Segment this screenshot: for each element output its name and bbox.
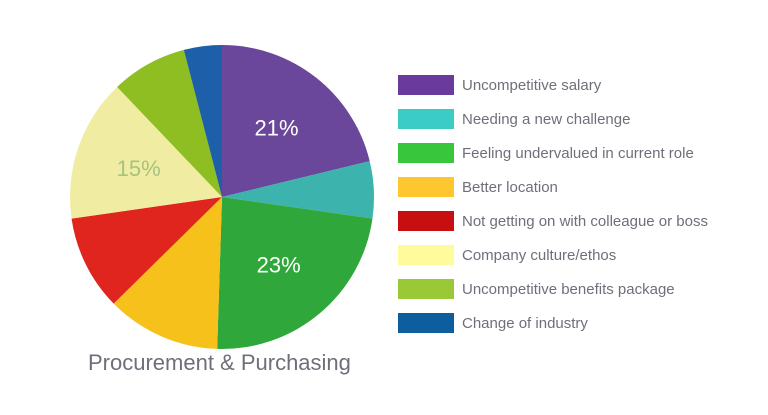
pie-slice-not-getting-on-with-colleague-or-boss xyxy=(71,197,222,304)
legend-item-uncompetitive-salary: Uncompetitive salary xyxy=(398,68,708,102)
chart-title: Procurement & Purchasing xyxy=(88,350,351,375)
pie-slice-better-location xyxy=(113,197,222,349)
legend-label: Needing a new challenge xyxy=(462,110,631,128)
legend-swatch xyxy=(398,177,454,197)
chart-legend: Uncompetitive salary Needing a new challe… xyxy=(398,68,708,340)
legend-item-company-culture-ethos: Company culture/ethos xyxy=(398,238,708,272)
slice-data-label: 21% xyxy=(254,116,298,141)
legend-swatch xyxy=(398,279,454,299)
slice-data-label: 15% xyxy=(117,156,161,181)
legend-item-uncompetitive-benefits-package: Uncompetitive benefits package xyxy=(398,272,708,306)
pie-slice-company-culture-ethos xyxy=(70,86,222,219)
pie-slice-uncompetitive-benefits-package xyxy=(117,49,222,198)
legend-swatch xyxy=(398,245,454,265)
legend-swatch xyxy=(398,109,454,129)
legend-label: Uncompetitive salary xyxy=(462,76,602,94)
legend-label: Uncompetitive benefits package xyxy=(462,280,675,298)
legend-label: Feeling undervalued in current role xyxy=(462,144,694,162)
legend-swatch xyxy=(398,313,454,333)
legend-item-better-location: Better location xyxy=(398,170,708,204)
legend-item-needing-a-new-challenge: Needing a new challenge xyxy=(398,102,708,136)
legend-item-not-getting-on-with-colleague-or-boss: Not getting on with colleague or boss xyxy=(398,204,708,238)
slice-data-label: 23% xyxy=(257,253,301,278)
pie-slice-needing-a-new-challenge xyxy=(222,161,375,219)
legend-swatch xyxy=(398,211,454,231)
legend-item-feeling-undervalued-in-current-role: Feeling undervalued in current role xyxy=(398,136,708,170)
pie-slice-feeling-undervalued-in-current-role xyxy=(217,197,373,349)
legend-label: Not getting on with colleague or boss xyxy=(462,212,708,230)
legend-label: Better location xyxy=(462,178,558,196)
legend-label: Company culture/ethos xyxy=(462,246,617,264)
legend-label: Change of industry xyxy=(462,314,588,332)
legend-item-change-of-industry: Change of industry xyxy=(398,306,708,340)
pie-slice-uncompetitive-salary xyxy=(222,45,370,197)
legend-swatch xyxy=(398,75,454,95)
legend-swatch xyxy=(398,143,454,163)
pie-slice-change-of-industry xyxy=(183,45,222,197)
